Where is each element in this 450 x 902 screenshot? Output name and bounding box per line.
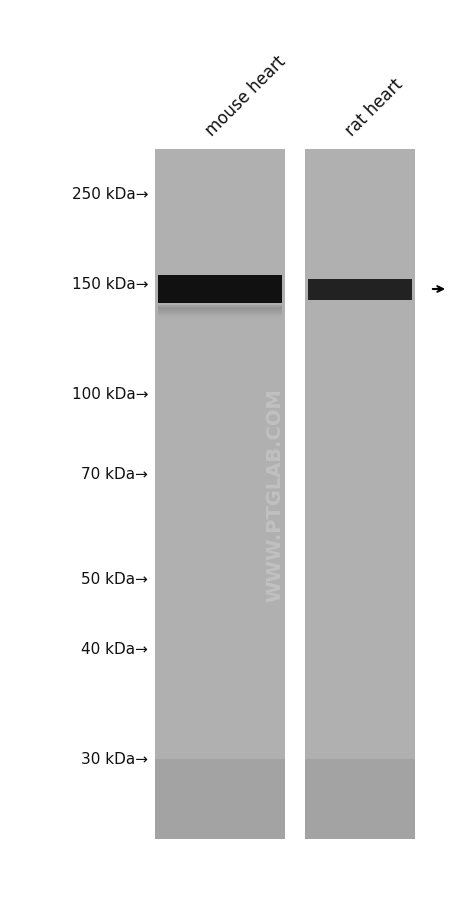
Text: 150 kDa→: 150 kDa→ (72, 277, 148, 292)
Bar (158, 312, 282, 316)
Text: 100 kDa→: 100 kDa→ (72, 387, 148, 402)
Text: WWW.PTGLAB.COM: WWW.PTGLAB.COM (266, 388, 284, 602)
Bar (158, 276, 282, 304)
Text: 250 kDa→: 250 kDa→ (72, 188, 148, 202)
Bar (155, 759, 285, 839)
Text: 40 kDa→: 40 kDa→ (81, 642, 148, 657)
Bar (158, 306, 282, 309)
Bar (158, 314, 282, 318)
Bar (158, 308, 282, 312)
Text: 30 kDa→: 30 kDa→ (81, 751, 148, 767)
Text: 50 kDa→: 50 kDa→ (81, 572, 148, 587)
Text: 70 kDa→: 70 kDa→ (81, 467, 148, 482)
Bar (305, 759, 415, 839)
Bar (158, 309, 282, 314)
Bar (155, 150, 285, 839)
Bar (305, 150, 415, 839)
Text: rat heart: rat heart (342, 76, 407, 140)
Text: mouse heart: mouse heart (202, 52, 289, 140)
Bar (308, 280, 412, 300)
